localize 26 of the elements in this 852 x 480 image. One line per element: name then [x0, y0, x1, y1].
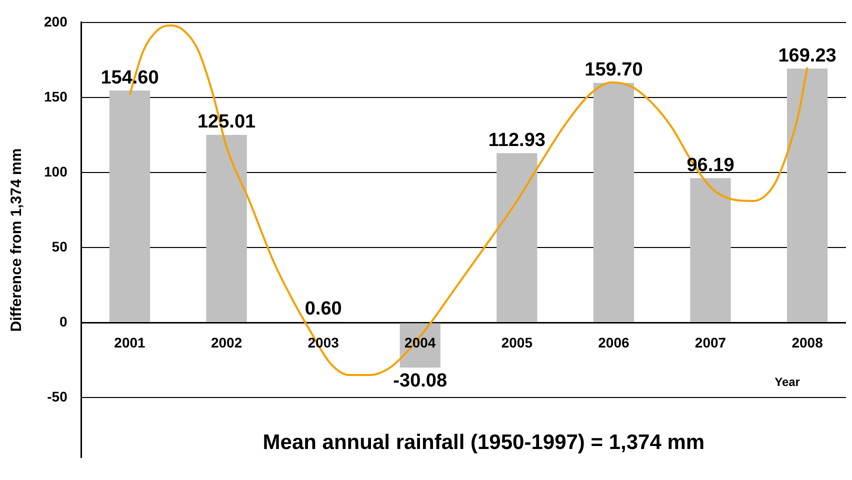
bar [496, 153, 538, 322]
y-axis-title: Difference from 1,374 mm [8, 148, 26, 332]
data-label: 112.93 [488, 130, 546, 151]
data-label: 159.70 [584, 60, 643, 81]
x-tick-label: 2007 [694, 334, 726, 350]
x-tick-label: 2002 [210, 334, 242, 350]
x-tick-label: 2001 [114, 334, 146, 350]
y-tick-label: 200 [44, 13, 68, 30]
data-label: 169.23 [778, 45, 836, 66]
y-tick-label: -50 [47, 388, 68, 404]
bar [206, 134, 247, 322]
y-tick-label: 100 [44, 163, 68, 180]
data-label: -30.08 [393, 370, 448, 392]
x-tick-label: 2006 [598, 334, 630, 350]
data-label: 0.60 [304, 298, 342, 320]
bar [593, 82, 634, 322]
annotation: Mean annual rainfall (1950-1997) = 1,374 mm [262, 430, 705, 454]
x-axis-title: Year [774, 374, 800, 389]
y-tick-label: 50 [52, 238, 68, 254]
x-tick-label: 2008 [792, 334, 824, 350]
y-tick-label: 150 [44, 88, 68, 104]
bar [690, 178, 731, 322]
bar [786, 68, 828, 322]
y-tick-label: 0 [60, 313, 68, 330]
bar [109, 90, 150, 322]
x-tick-label: 2005 [501, 334, 533, 350]
